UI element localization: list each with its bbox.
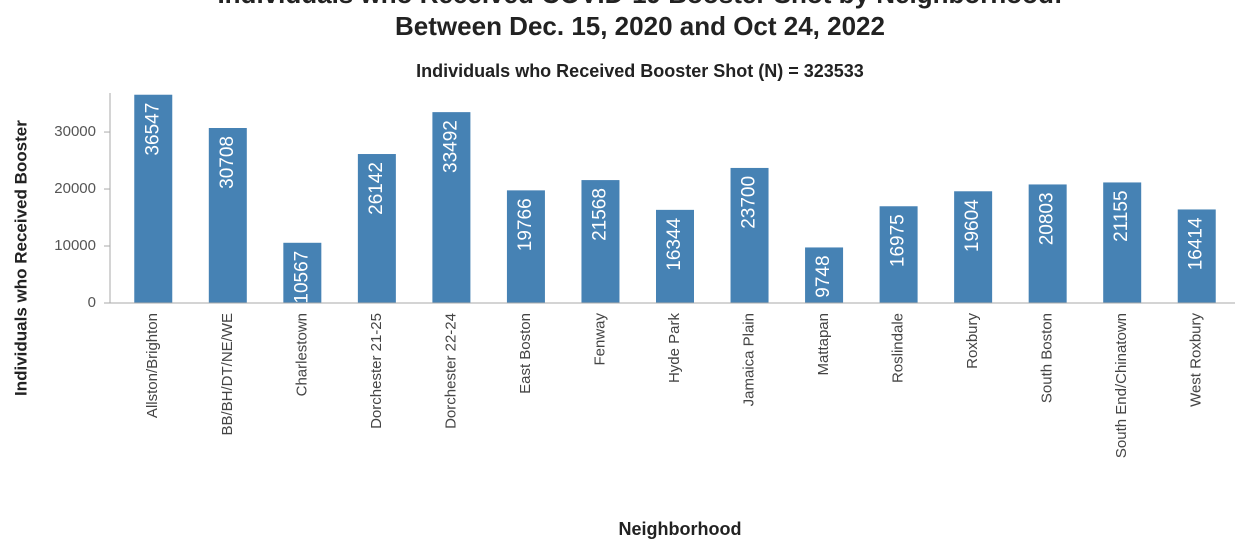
value-label: 33492 [440, 120, 461, 173]
value-label: 9748 [813, 255, 834, 297]
x-tick-label: South End/Chinatown [1113, 313, 1130, 458]
value-label: 10567 [291, 251, 312, 304]
chart-title: Individuals who Received COVID-19 Booste… [217, 0, 1062, 9]
bar [1177, 209, 1216, 303]
x-tick-label: Jamaica Plain [741, 313, 758, 406]
bar [283, 242, 322, 303]
y-tick-label: 30000 [54, 123, 96, 140]
bar [432, 112, 471, 303]
bar [656, 209, 694, 303]
x-tick-label: Mattapan [815, 313, 832, 376]
x-tick-label: Dorchester 22-24 [442, 313, 459, 429]
value-label: 16975 [888, 214, 909, 267]
x-tick-label: Roslindale [890, 313, 907, 383]
x-tick-label: BB/BH/DT/NE/WE [219, 313, 236, 436]
bar [1103, 182, 1142, 303]
x-tick-label: Charlestown [293, 313, 310, 396]
x-tick-label: Dorchester 21-25 [368, 313, 385, 429]
chart-subtitle: Individuals who Received Booster Shot (N… [416, 61, 864, 81]
y-tick-label: 20000 [54, 180, 96, 197]
y-axis-label: Individuals who Received Booster [11, 120, 30, 396]
x-tick-label: East Boston [517, 313, 534, 394]
bar [805, 247, 844, 303]
value-label: 21568 [589, 188, 610, 241]
bar [581, 180, 620, 303]
value-label: 26142 [366, 162, 387, 215]
value-label: 19604 [962, 199, 983, 252]
value-label: 36547 [142, 103, 163, 156]
bar [1028, 184, 1067, 303]
x-tick-label: Roxbury [964, 313, 981, 369]
x-tick-label: Hyde Park [666, 313, 683, 384]
x-axis-label: Neighborhood [619, 519, 742, 539]
value-label: 21155 [1111, 190, 1132, 241]
x-tick-label: West Roxbury [1188, 313, 1205, 407]
y-tick-label: 10000 [54, 237, 96, 254]
y-tick-label: 0 [88, 294, 96, 311]
bar [954, 191, 993, 303]
bar [879, 206, 918, 303]
plot-area: 36547 30708 10567 26142 33492 19766 21568 16344… [134, 94, 1216, 304]
bar [208, 128, 247, 303]
value-label: 16344 [664, 217, 685, 270]
value-label: 20803 [1037, 192, 1058, 245]
x-tick-label: South Boston [1039, 313, 1056, 403]
value-label: 23700 [739, 176, 760, 229]
bar [730, 167, 769, 303]
x-tick-label: Fenway [591, 313, 608, 366]
value-label: 30708 [217, 136, 238, 189]
bar [506, 190, 545, 303]
bar [357, 154, 396, 303]
value-label: 19766 [515, 198, 536, 251]
x-tick-label: Allston/Brighton [144, 313, 161, 418]
value-label: 16414 [1186, 217, 1207, 270]
bar [134, 94, 173, 303]
chart-title: Between Dec. 15, 2020 and Oct 24, 2022 [395, 11, 885, 41]
